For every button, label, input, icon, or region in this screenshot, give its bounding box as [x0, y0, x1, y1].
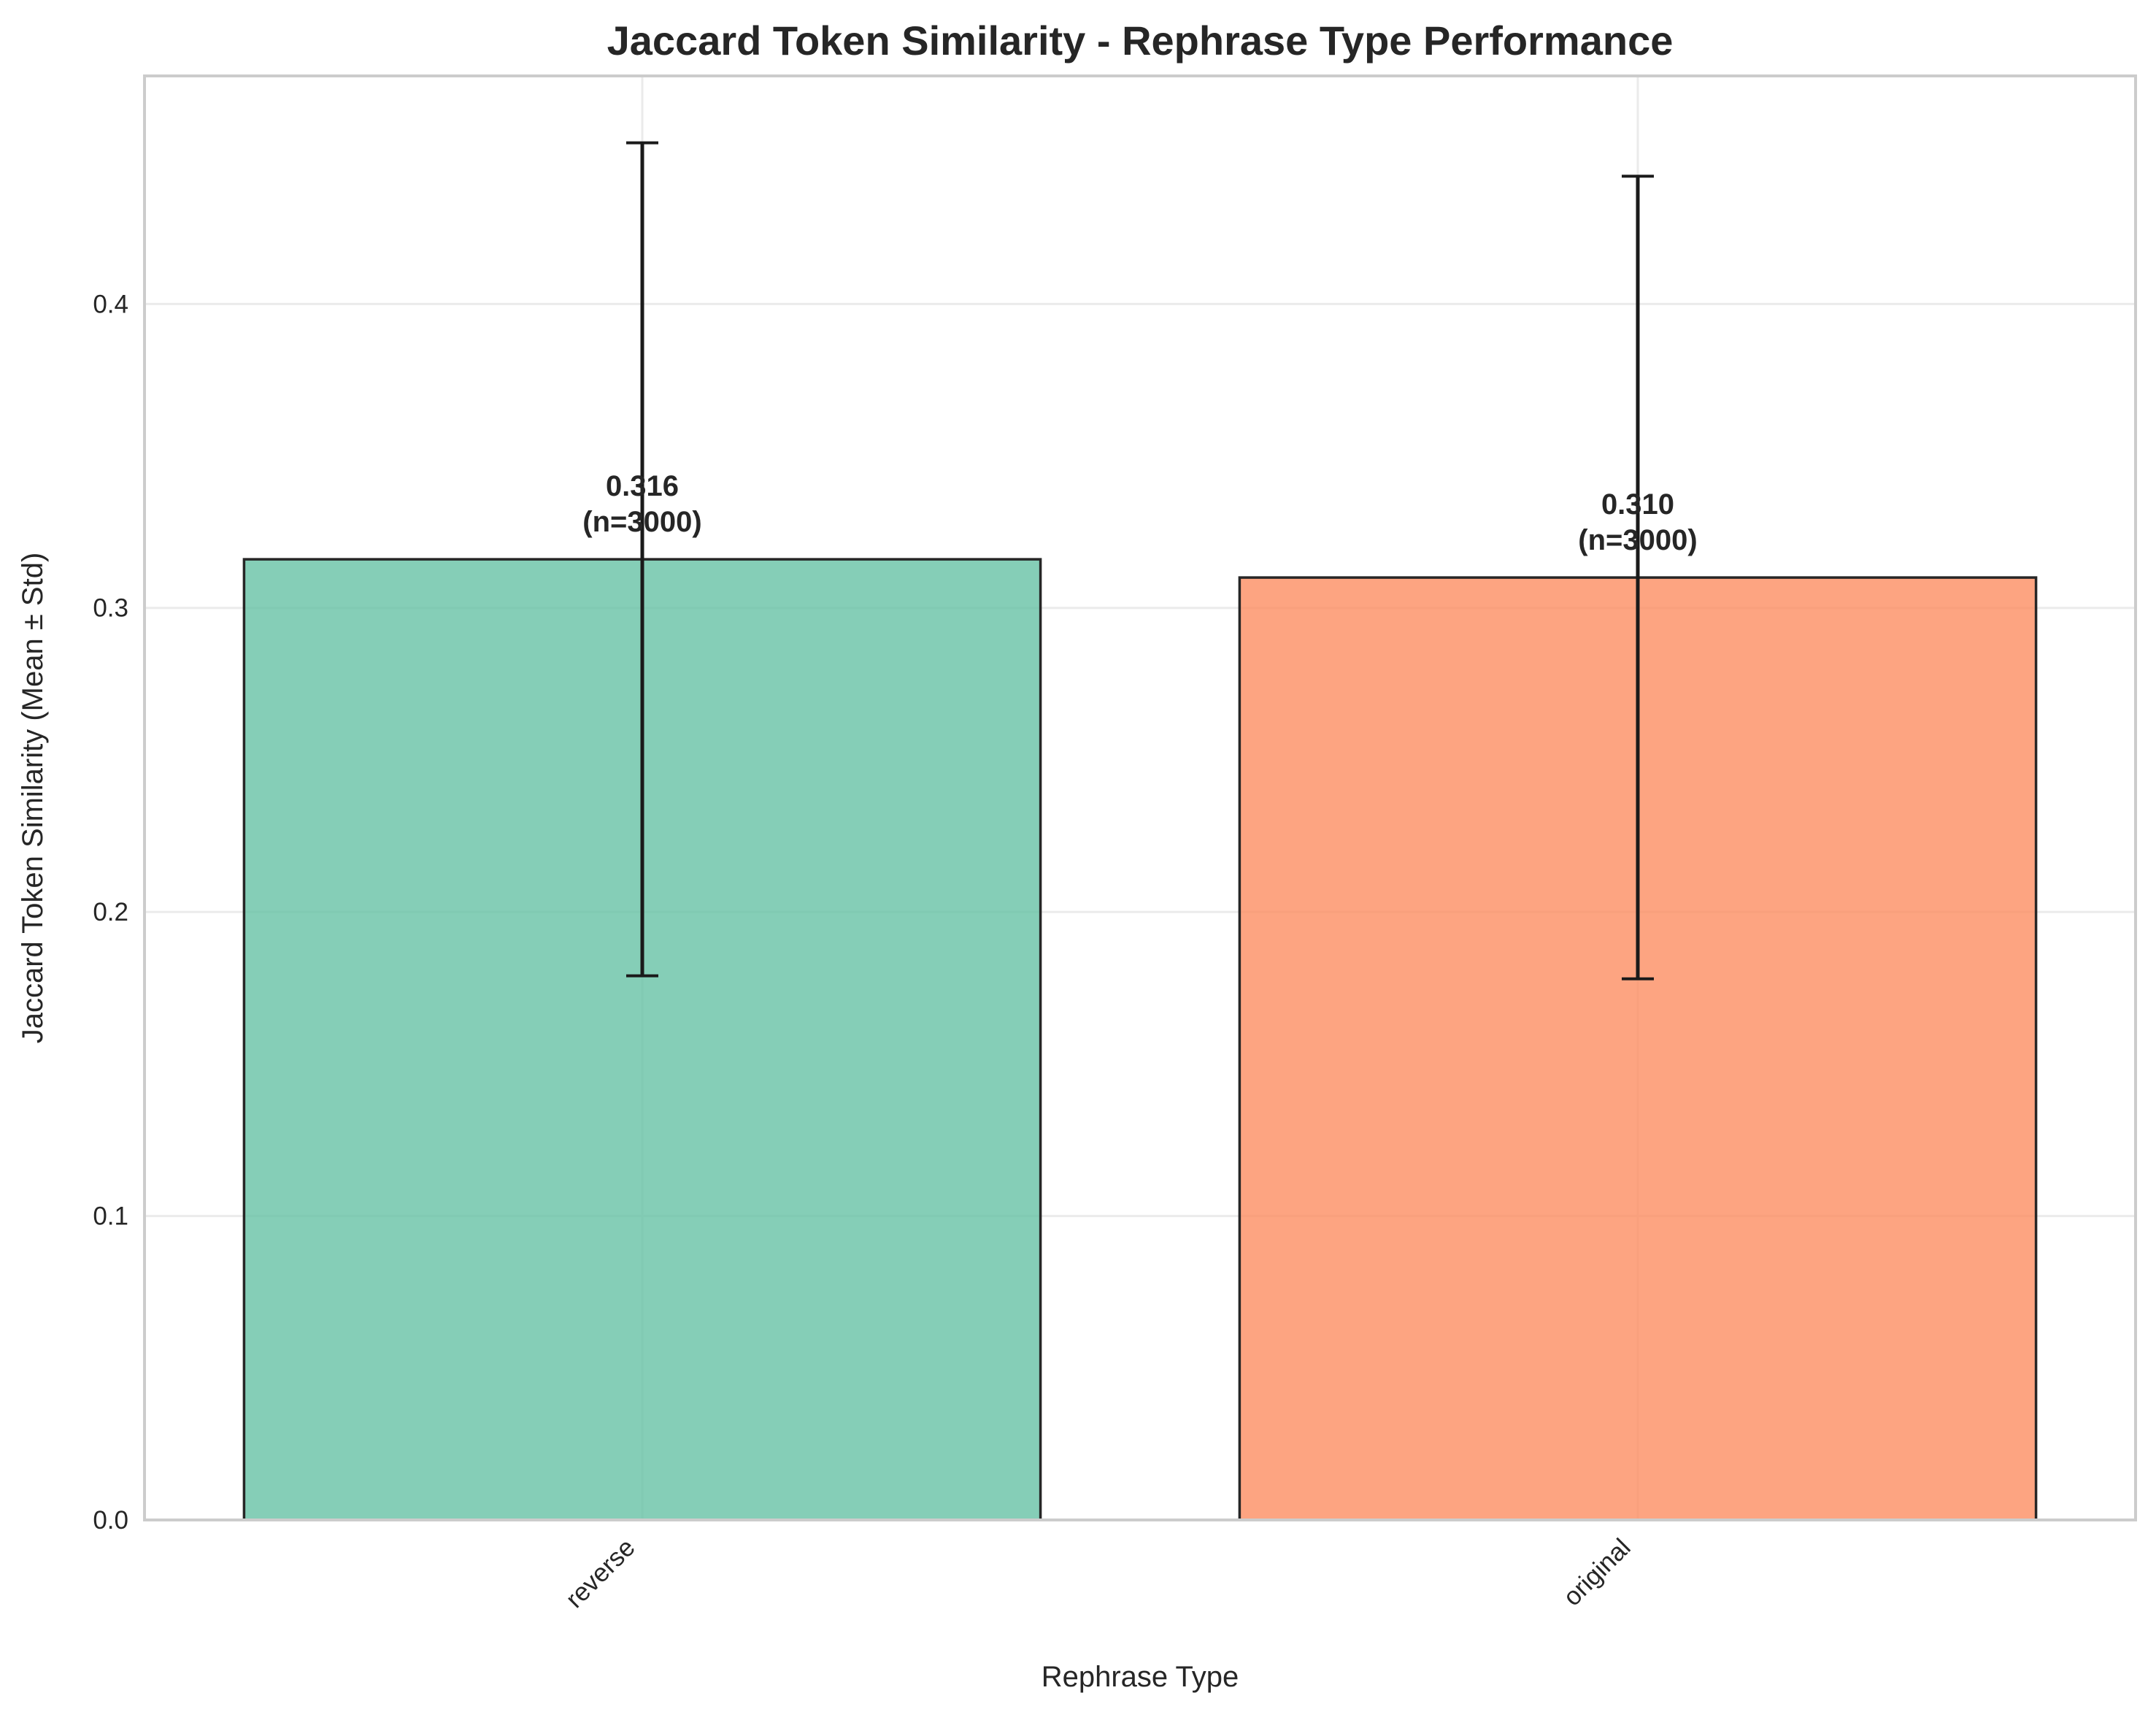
x-tick-label: reverse — [561, 1533, 641, 1613]
plot-frame — [143, 74, 2137, 1521]
bar-value-label: 0.310 — [1601, 488, 1674, 521]
bar-value-labels: 0.316(n=3000)0.310(n=3000) — [582, 470, 1697, 556]
x-axis-label: Rephrase Type — [1042, 1661, 1239, 1693]
error-bars — [626, 141, 1654, 980]
bar-count-label: (n=3000) — [582, 506, 701, 538]
chart-title: Jaccard Token Similarity - Rephrase Type… — [607, 18, 1674, 64]
x-tick-label: original — [1558, 1533, 1636, 1611]
bar-count-label: (n=3000) — [1578, 524, 1697, 556]
y-axis-label: Jaccard Token Similarity (Mean ± Std) — [17, 553, 49, 1044]
y-tick-label: 0.0 — [93, 1506, 128, 1535]
y-tick-label: 0.4 — [93, 290, 128, 318]
y-tick-label: 0.3 — [93, 594, 128, 623]
y-tick-label: 0.2 — [93, 898, 128, 926]
bar-value-label: 0.316 — [606, 470, 679, 502]
bars — [242, 558, 2038, 1521]
y-tick-label: 0.1 — [93, 1202, 128, 1231]
